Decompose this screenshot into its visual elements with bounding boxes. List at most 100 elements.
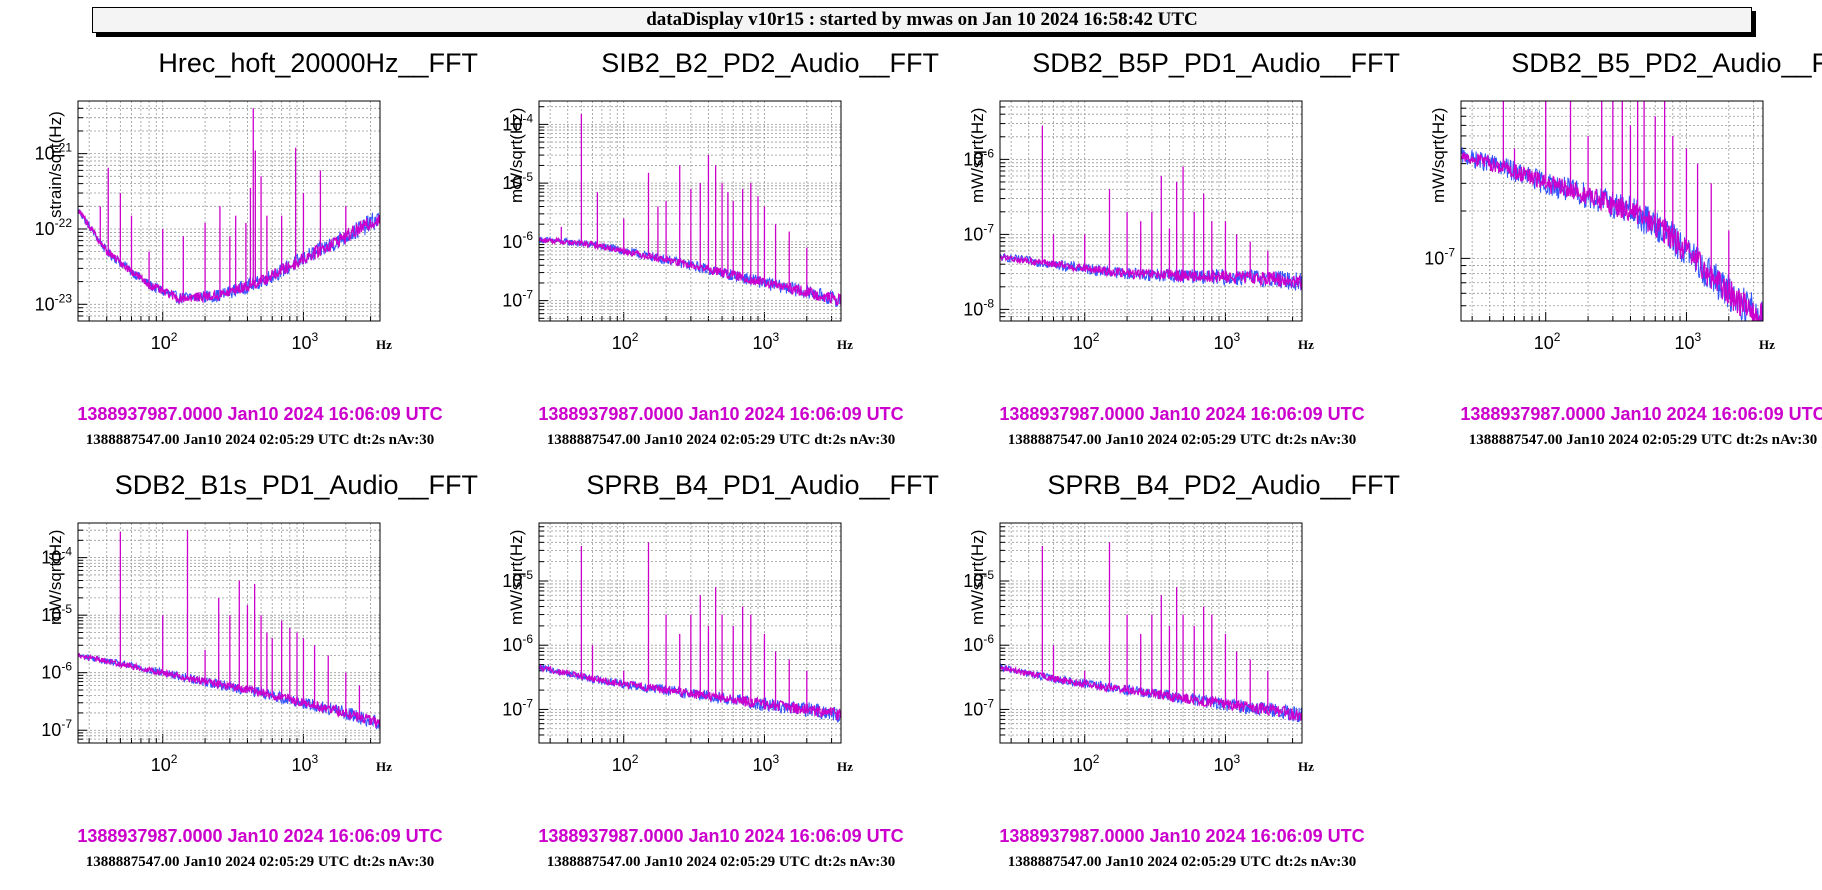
spectrum-traces: [539, 114, 841, 308]
y-axis-label: mW/sqrt(Hz): [507, 107, 526, 203]
y-axis-label: mW/sqrt(Hz): [507, 529, 526, 625]
panel-title: SDB2_B1s_PD1_Audio__FFT: [114, 470, 478, 500]
plot-grid: [1000, 100, 1302, 322]
x-tick-label: 102: [612, 330, 639, 353]
spectrum-trace-current: [539, 236, 841, 306]
x-tick-label: 102: [1073, 752, 1100, 775]
fft-plot[interactable]: 102 103 Hz 10-5 10-6 10-7: [491, 470, 951, 800]
x-tick-label: 102: [612, 752, 639, 775]
gps-time-stamp: 1388937987.0000 Jan10 2024 16:06:09 UTC: [538, 826, 904, 846]
y-tick-label: 10-4: [502, 111, 533, 134]
y-tick-label: 10-22: [35, 216, 73, 239]
spectrum-traces: [78, 108, 380, 306]
gps-time-stamp: 1388937987.0000 Jan10 2024 16:06:09 UTC: [1460, 404, 1822, 424]
fft-plot[interactable]: 102 103 Hz 10-6 10-7 10-8: [952, 48, 1412, 378]
fft-panel-sdb2-b5p-pd1[interactable]: SDB2_B5P_PD1_Audio__FFT 102 103 Hz 10-6 10-7…: [952, 48, 1412, 468]
y-tick-label: 10-7: [502, 696, 533, 719]
y-tick-label: 10-7: [502, 288, 533, 311]
fft-plot[interactable]: 102 103 Hz 10-5 10-6 10-7: [952, 470, 1412, 800]
plot-frame: [999, 522, 1303, 744]
plot-frame: [999, 100, 1303, 322]
spectrum-trace-current: [539, 663, 841, 721]
x-tick-label: 103: [752, 752, 779, 775]
y-tick-label: 10-7: [1424, 245, 1455, 268]
spectrum-trace-current: [1000, 664, 1302, 721]
y-tick-label: 10-6: [502, 229, 533, 252]
fft-params-stamp: 1388887547.00 Jan10 2024 02:05:29 UTC dt…: [1468, 432, 1818, 448]
y-tick-label: 10-8: [963, 296, 994, 319]
x-tick-label: 103: [291, 330, 318, 353]
spectrum-trace-reference: [1461, 147, 1763, 321]
x-axis-label: Hz: [837, 759, 853, 774]
spectrum-traces: [539, 542, 841, 723]
y-tick-label: 10-5: [41, 602, 72, 625]
x-tick-label: 102: [1534, 330, 1561, 353]
gps-time-stamp: 1388937987.0000 Jan10 2024 16:06:09 UTC: [999, 404, 1365, 424]
x-axis-label: Hz: [376, 759, 392, 774]
x-axis-label: Hz: [837, 337, 853, 352]
y-tick-label: 10-21: [35, 141, 73, 164]
fft-panel-sib2-b2-pd2[interactable]: SIB2_B2_PD2_Audio__FFT 102 103 Hz 10-4 10-5 1…: [491, 48, 951, 468]
y-axis-label: strain/sqrt(Hz): [46, 111, 65, 218]
fft-params-stamp: 1388887547.00 Jan10 2024 02:05:29 UTC dt…: [85, 432, 435, 448]
plot-frame: [77, 522, 381, 744]
fft-params-stamp: 1388887547.00 Jan10 2024 02:05:29 UTC dt…: [1007, 432, 1357, 448]
spectrum-trace-current: [78, 653, 380, 730]
plot-frame: [538, 522, 842, 744]
x-tick-label: 102: [1073, 330, 1100, 353]
y-tick-label: 10-5: [502, 568, 533, 591]
x-tick-label: 103: [1213, 752, 1240, 775]
y-tick-label: 10-6: [502, 632, 533, 655]
fft-plot[interactable]: 102 103 Hz 10-21 10-22 10-23: [30, 48, 490, 378]
fft-params-stamp: 1388887547.00 Jan10 2024 02:05:29 UTC dt…: [1007, 854, 1357, 870]
y-tick-label: 10-7: [963, 221, 994, 244]
fft-panel-sdb2-b1s-pd1[interactable]: SDB2_B1s_PD1_Audio__FFT 102 103 Hz 10-4 10-5…: [30, 470, 490, 890]
panel-title: SDB2_B5P_PD1_Audio__FFT: [1032, 48, 1400, 78]
x-axis-label: Hz: [1298, 337, 1314, 352]
x-tick-label: 103: [291, 752, 318, 775]
y-tick-label: 10-6: [41, 660, 72, 683]
fft-plot[interactable]: 102 103 Hz 10-4 10-5 10-6 10-7: [30, 470, 490, 800]
x-tick-label: 102: [151, 330, 178, 353]
y-tick-label: 10-5: [502, 170, 533, 193]
y-axis-label: mW/sqrt(Hz): [968, 107, 987, 203]
panel-title: SIB2_B2_PD2_Audio__FFT: [601, 48, 939, 78]
x-axis-label: Hz: [1759, 337, 1775, 352]
plot-frame: [538, 100, 842, 322]
spectrum-trace-current: [1000, 253, 1302, 290]
panel-title: SPRB_B4_PD1_Audio__FFT: [586, 470, 939, 500]
spectrum-traces: [1000, 542, 1302, 723]
fft-params-stamp: 1388887547.00 Jan10 2024 02:05:29 UTC dt…: [85, 854, 435, 870]
fft-plot[interactable]: 102 103 Hz 10-7: [1413, 48, 1822, 378]
gps-time-stamp: 1388937987.0000 Jan10 2024 16:06:09 UTC: [999, 826, 1365, 846]
window-title: dataDisplay v10r15 : started by mwas on …: [646, 9, 1198, 30]
window-title-bar: dataDisplay v10r15 : started by mwas on …: [92, 7, 1752, 33]
x-axis-label: Hz: [376, 337, 392, 352]
y-axis-label: mW/sqrt(Hz): [1429, 107, 1448, 203]
fft-panel-sdb2-b5-pd2[interactable]: SDB2_B5_PD2_Audio__FFT 102 103 Hz 10-7 mW/s…: [1413, 48, 1822, 468]
panel-title: SPRB_B4_PD2_Audio__FFT: [1047, 470, 1400, 500]
spectrum-traces: [1000, 125, 1302, 291]
y-tick-label: 10-7: [963, 696, 994, 719]
y-tick-label: 10-7: [41, 717, 72, 740]
spectrum-traces: [1461, 101, 1763, 321]
plot-frame: [1460, 100, 1764, 322]
fft-params-stamp: 1388887547.00 Jan10 2024 02:05:29 UTC dt…: [546, 854, 896, 870]
fft-params-stamp: 1388887547.00 Jan10 2024 02:05:29 UTC dt…: [546, 432, 896, 448]
x-axis-label: Hz: [1298, 759, 1314, 774]
fft-panel-sprb-b4-pd2[interactable]: SPRB_B4_PD2_Audio__FFT 102 103 Hz 10-5 10-6 1…: [952, 470, 1412, 890]
y-tick-label: 10-6: [963, 632, 994, 655]
fft-panel-hrec-hoft[interactable]: Hrec_hoft_20000Hz__FFT 102 103 Hz 10-21 10-2…: [30, 48, 490, 468]
y-tick-label: 10-5: [963, 568, 994, 591]
panel-title: SDB2_B5_PD2_Audio__FFT: [1511, 48, 1822, 78]
x-tick-label: 103: [1674, 330, 1701, 353]
gps-time-stamp: 1388937987.0000 Jan10 2024 16:06:09 UTC: [77, 826, 443, 846]
y-axis-label: mW/sqrt(Hz): [968, 529, 987, 625]
fft-plot[interactable]: 102 103 Hz 10-4 10-5 10-6 10-7: [491, 48, 951, 378]
x-tick-label: 102: [151, 752, 178, 775]
panel-title: Hrec_hoft_20000Hz__FFT: [158, 48, 478, 78]
fft-panel-sprb-b4-pd1[interactable]: SPRB_B4_PD1_Audio__FFT 102 103 Hz 10-5 10-6 1…: [491, 470, 951, 890]
x-tick-label: 103: [1213, 330, 1240, 353]
plot-frame: [77, 100, 381, 322]
y-tick-label: 10-6: [963, 146, 994, 169]
